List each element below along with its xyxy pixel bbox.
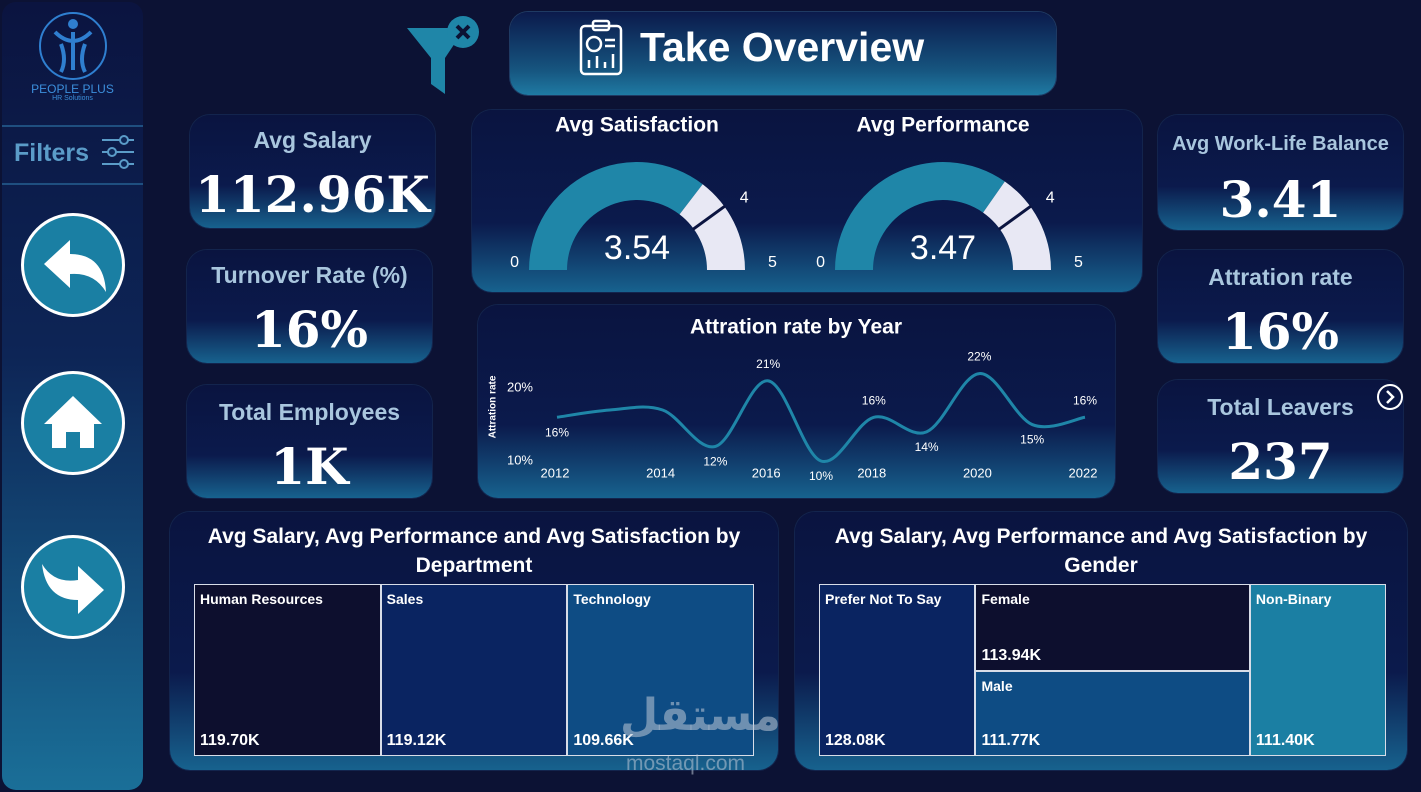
treemap-cell: Sales 119.12K (380, 584, 568, 756)
treemap-cell: Human Resources 119.70K (194, 584, 381, 756)
kpi-card: Avg Salary 112.96K (190, 115, 435, 228)
treemap-title: Avg Salary, Avg Performance and Avg Sati… (207, 525, 741, 577)
kpi-card: Attration rate 16% (1158, 250, 1403, 363)
treemap-value: 109.66K (573, 732, 634, 749)
gauge-card (472, 110, 1142, 292)
kpi-card: Avg Work-Life Balance 3.41 (1158, 115, 1403, 230)
kpi-value: 3.41 (1219, 170, 1342, 229)
treemap-value: 111.77K (981, 731, 1041, 749)
report-icon (579, 19, 623, 76)
treemap-value: 119.12K (386, 732, 447, 749)
forward-icon (42, 564, 104, 614)
watermark-arabic: مستقل (620, 691, 781, 740)
watermark-latin: mostaql.com (626, 752, 746, 775)
treemap-value: 111.40K (1255, 732, 1315, 749)
treemap-cell: Female 113.94K (975, 584, 1250, 671)
treemap-cell: Prefer Not To Say 128.08K (819, 584, 976, 756)
treemap-value: 113.94K (981, 646, 1042, 664)
kpi-label: Total Employees (218, 399, 401, 425)
page-title: Take Overview (640, 24, 925, 70)
kpi-card: Total Employees 1K (187, 385, 432, 498)
kpi-label: Attration rate (1208, 264, 1353, 290)
treemap-cell: Male 111.77K (975, 670, 1250, 756)
line-card (478, 305, 1115, 498)
filters-row[interactable] (2, 125, 143, 185)
kpi-card: Turnover Rate (%) 16% (187, 250, 432, 363)
filters-label: Filters (14, 139, 90, 167)
kpi-label: Total Leavers (1207, 394, 1354, 420)
treemap-card: Avg Salary, Avg Performance and Avg Sati… (795, 512, 1407, 770)
kpi-label: Avg Work-Life Balance (1172, 133, 1389, 155)
home-icon (44, 396, 102, 448)
kpi-value: 16% (250, 300, 369, 359)
treemap-label: Human Resources (200, 591, 323, 607)
logo-icon (39, 12, 107, 80)
back-icon (44, 240, 106, 292)
logo-name: PEOPLE PLUS (31, 82, 114, 96)
treemap-label: Technology (573, 591, 651, 607)
clear-filter-button[interactable] (405, 14, 485, 96)
treemap-label: Prefer Not To Say (825, 591, 942, 607)
treemap-card: Avg Salary, Avg Performance and Avg Sati… (170, 512, 778, 770)
kpi-value: 237 (1228, 432, 1333, 491)
kpi-value: 16% (1221, 302, 1340, 361)
treemap-cell: Technology 109.66K (567, 584, 754, 756)
filters-icon (102, 135, 134, 169)
treemap-label: Sales (386, 591, 424, 607)
kpi-label: Turnover Rate (%) (211, 262, 408, 288)
logo-tagline: HR Solutions (52, 95, 93, 102)
kpi-value: 1K (270, 437, 349, 496)
kpi-value: 112.96K (195, 165, 430, 224)
kpi-label: Avg Salary (253, 127, 372, 153)
treemap-label: Non-Binary (1255, 591, 1332, 607)
home-button[interactable] (21, 371, 125, 475)
kpi-card: Total Leavers 237 (1158, 380, 1403, 493)
treemap-label: Male (981, 677, 1013, 694)
treemap-value: 119.70K (200, 732, 260, 749)
back-button[interactable] (21, 213, 125, 317)
treemap-label: Female (981, 591, 1030, 607)
treemap-cell: Non-Binary 111.40K (1249, 584, 1386, 756)
treemap-title: Avg Salary, Avg Performance and Avg Sati… (834, 525, 1368, 577)
forward-button[interactable] (21, 535, 125, 639)
next-page-button[interactable] (1376, 383, 1404, 411)
treemap-value: 128.08K (825, 732, 886, 749)
